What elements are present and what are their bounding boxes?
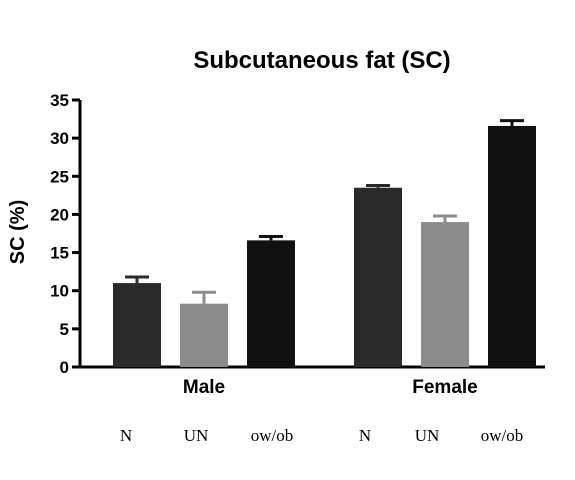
- y-tick-label: 35: [50, 91, 69, 110]
- category-label: UN: [415, 426, 440, 445]
- bar-female-n: [354, 187, 402, 367]
- y-tick-label: 0: [60, 358, 69, 377]
- category-label: UN: [184, 426, 209, 445]
- bar-male-ow-ob: [247, 240, 295, 367]
- error-bars: [125, 119, 524, 304]
- y-tick-label: 20: [50, 205, 69, 224]
- category-label: ow/ob: [251, 426, 294, 445]
- chart-title: Subcutaneous fat (SC): [193, 47, 450, 74]
- bars: [113, 125, 536, 368]
- category-label: ow/ob: [481, 426, 524, 445]
- category-label: N: [120, 426, 132, 445]
- group-label-female: Female: [412, 377, 477, 398]
- category-label: N: [359, 426, 371, 445]
- y-tick-label: 5: [60, 320, 69, 339]
- x-labels: N UN ow/ob Male N UN ow/ob Female: [120, 377, 523, 445]
- bar-female-un: [421, 222, 469, 367]
- y-tick-label: 25: [50, 167, 69, 186]
- group-label-male: Male: [183, 377, 225, 398]
- bar-female-ow-ob: [488, 125, 536, 368]
- y-ticks: 0 5 10 15 20 25 30 35: [50, 91, 80, 377]
- y-tick-label: 10: [50, 282, 69, 301]
- y-tick-label: 15: [50, 244, 69, 263]
- bar-male-n: [113, 283, 161, 367]
- y-tick-label: 30: [50, 129, 69, 148]
- y-axis-label: SC (%): [7, 200, 29, 264]
- bar-male-un: [180, 303, 228, 367]
